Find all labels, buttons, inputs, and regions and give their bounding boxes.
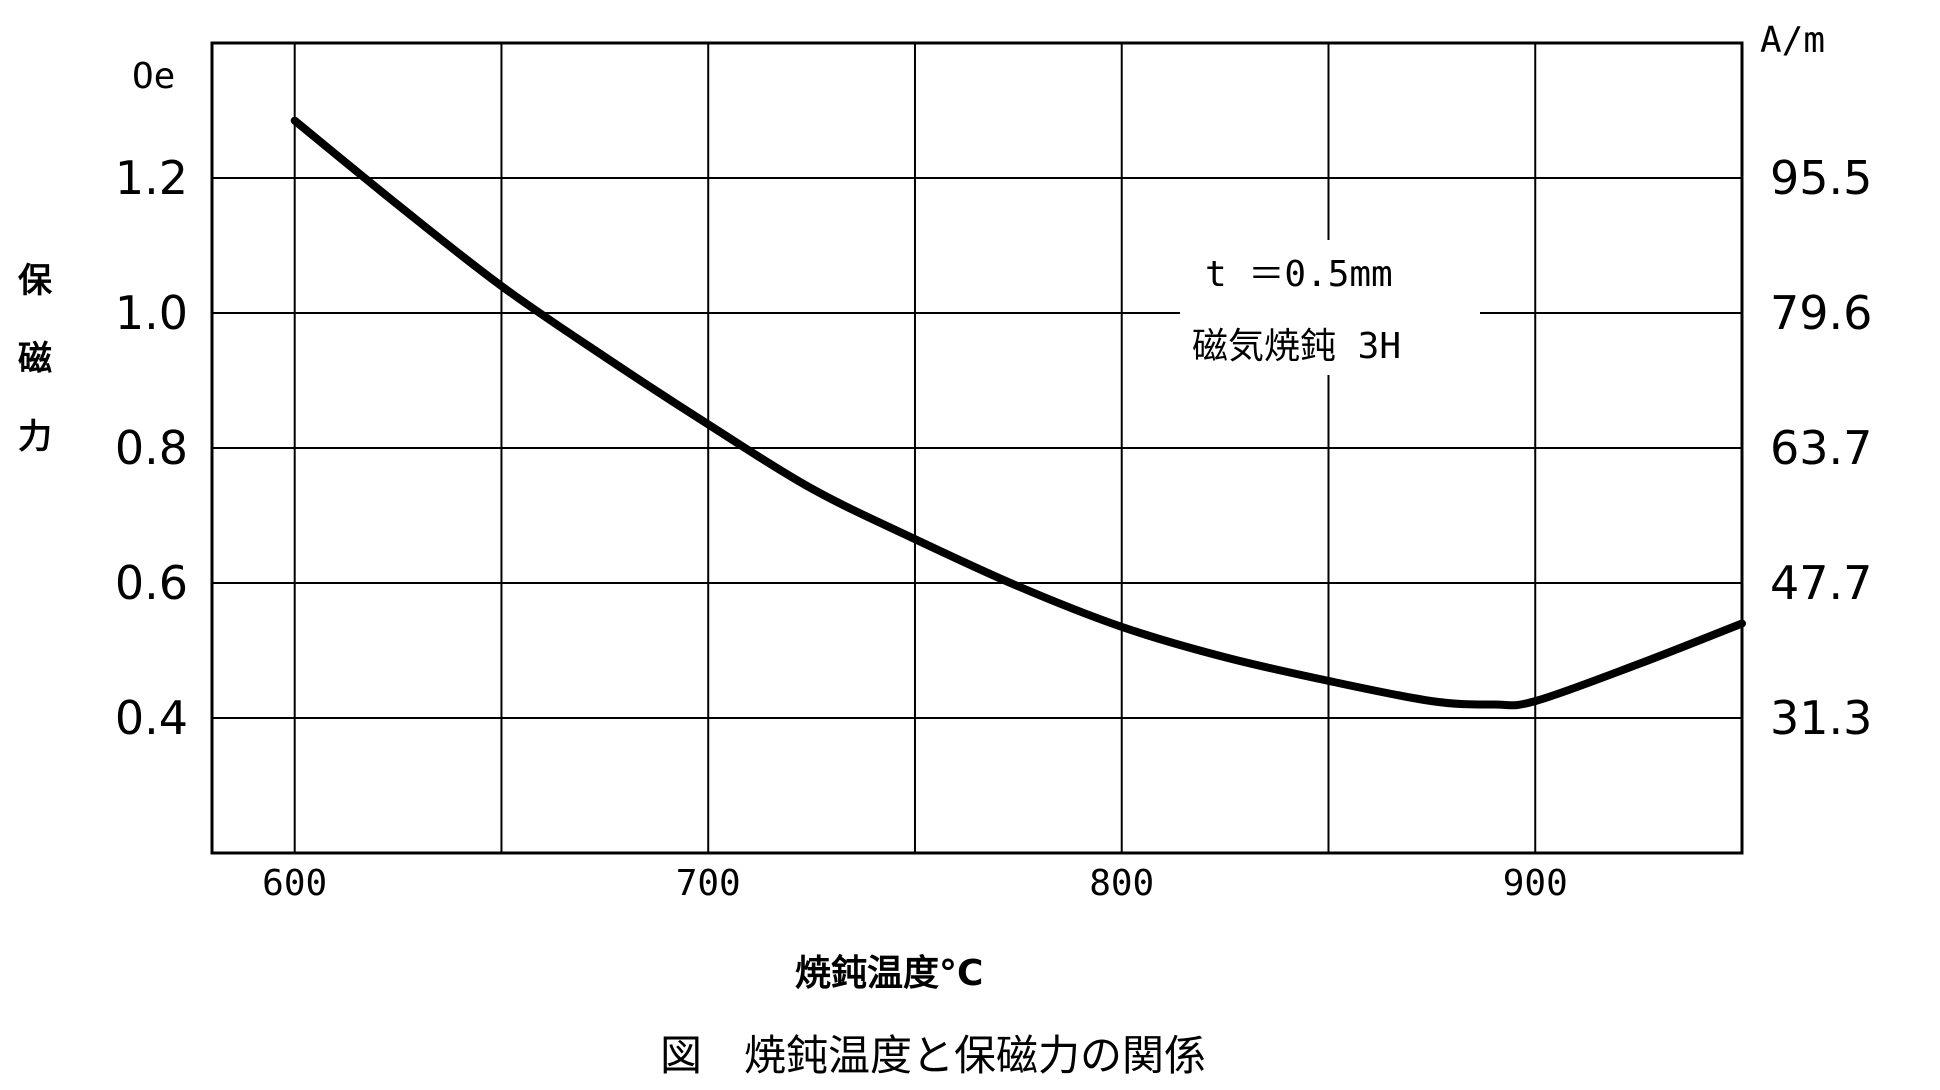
y-left-tick-label: 0.6 [115, 556, 188, 610]
annotation-line: t ＝0.5mm [1205, 254, 1393, 295]
y-right-tick-label: 47.7 [1770, 556, 1872, 610]
y-left-tick-label: 1.0 [115, 286, 188, 340]
x-tick-label: 700 [676, 863, 741, 904]
y-right-unit: A/m [1760, 20, 1825, 61]
x-tick-label: 800 [1089, 863, 1154, 904]
x-tick-label: 600 [262, 863, 327, 904]
y-left-tick-label: 1.2 [115, 151, 188, 205]
right-axis: 31.3 47.7 63.7 79.6 95.5 [1770, 151, 1872, 745]
y-right-tick-label: 79.6 [1770, 286, 1872, 340]
series-line [290, 116, 1746, 710]
x-tick-label: 900 [1503, 863, 1568, 904]
y-left-unit: Oe [132, 56, 175, 97]
x-axis: 600 700 800 900 [262, 863, 1568, 904]
y-left-tick-label: 0.4 [115, 691, 188, 745]
y-axis-label-char: 保 [18, 261, 53, 301]
annotation-box [1180, 240, 1480, 375]
x-axis-label: 焼鈍温度°C [795, 953, 983, 994]
left-axis: 0.4 0.6 0.8 1.0 1.2 [115, 151, 188, 745]
y-right-tick-label: 95.5 [1770, 151, 1872, 205]
annotation-line: 磁気焼鈍 3H [1192, 326, 1401, 367]
y-axis-label-char: 力 [18, 417, 52, 457]
grid [212, 43, 1743, 853]
y-right-tick-label: 31.3 [1770, 691, 1872, 745]
figure-caption: 図 焼鈍温度と保磁力の関係 [660, 1031, 1206, 1080]
y-axis-label-char: 磁 [18, 339, 52, 379]
y-left-tick-label: 0.8 [115, 421, 188, 475]
y-right-tick-label: 63.7 [1770, 421, 1872, 475]
